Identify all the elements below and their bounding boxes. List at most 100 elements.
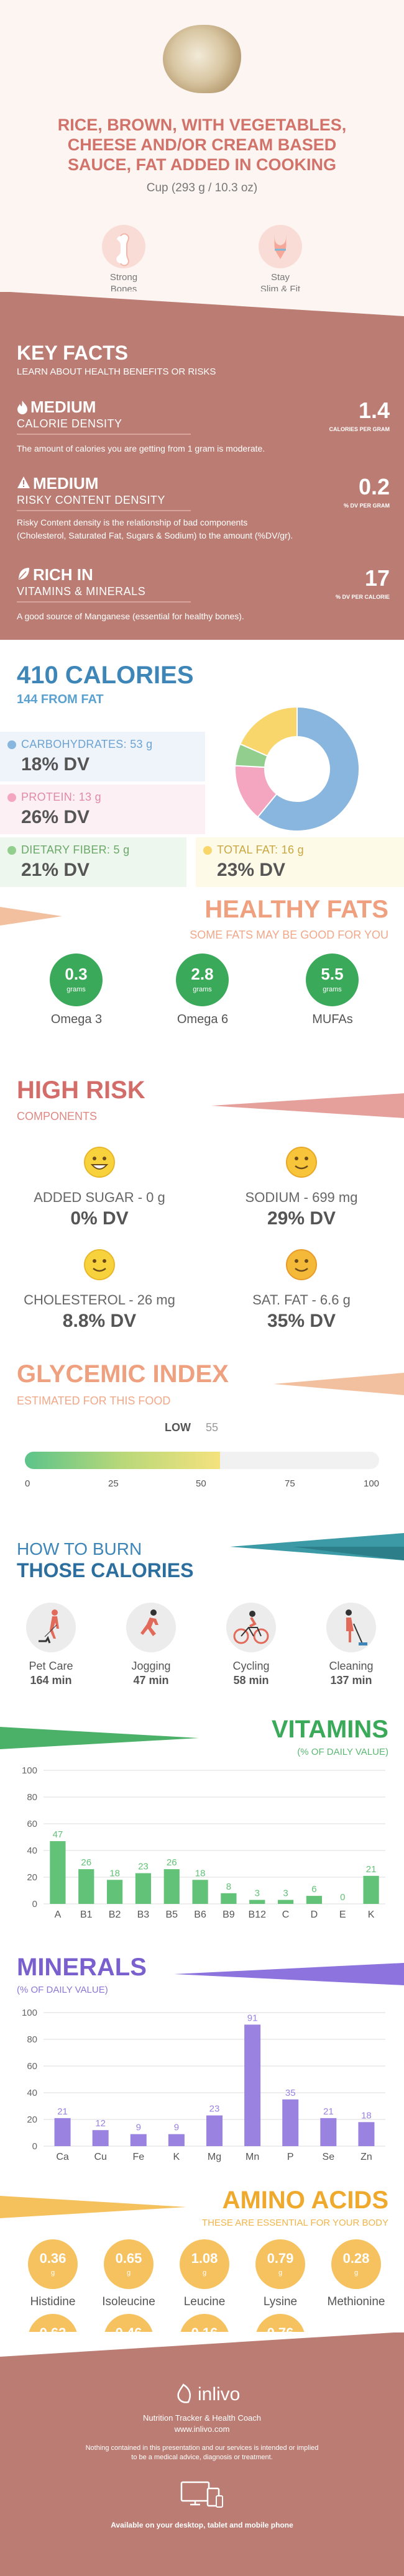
high-risk-subtitle: COMPONENTS (17, 1110, 98, 1122)
description-line: (Cholesterol, Saturated Fat, Sugars & So… (17, 530, 293, 540)
vacuum-cleaning-icon (326, 1603, 376, 1652)
section-ribbon (0, 907, 62, 926)
amino-circle (104, 2239, 154, 2289)
bar-B2 (106, 1880, 123, 1904)
smile-face-icon (286, 1249, 317, 1280)
amino-unit: g (126, 2269, 131, 2277)
glycemic-tick: 50 (196, 1478, 206, 1489)
x-tick-label: K (368, 1909, 375, 1920)
calories-donut-chart (234, 706, 360, 832)
burn-time: 164 min (30, 1674, 72, 1686)
availability-note: Available on your desktop, tablet and mo… (111, 2521, 293, 2529)
amino-circle (331, 2239, 381, 2289)
burn-time: 47 min (133, 1674, 169, 1686)
amino-value: 0.65 (115, 2251, 142, 2266)
vitamins-subtitle: (% OF DAILY VALUE) (297, 1747, 388, 1757)
glycemic-subtitle: ESTIMATED FOR THIS FOOD (17, 1395, 171, 1407)
food-title: RICE, BROWN, WITH VEGETABLES, CHEESE AND… (16, 115, 388, 175)
amino-value: 0.36 (39, 2251, 67, 2266)
bar-Mn (244, 2024, 261, 2146)
section-ribbon (273, 1373, 404, 1395)
bar-value-label: 9 (136, 2123, 141, 2133)
disclaimer-line: Nothing contained in this presentation a… (85, 2444, 319, 2452)
brand-name: inlivo (198, 2384, 241, 2405)
risk-dv: 8.8% DV (62, 1311, 137, 1331)
key-fact-name: VITAMINS & MINERALS (17, 585, 146, 598)
bar-Zn (358, 2122, 375, 2146)
key-fact-value: 1.4 (358, 398, 390, 423)
fat-unit: grams (67, 986, 86, 993)
bar-Mg (206, 2115, 223, 2146)
legend-dot (7, 793, 16, 802)
amino-unit: g (354, 2269, 359, 2277)
amino-unit: g (278, 2269, 283, 2277)
key-fact-tag: MEDIUM (30, 398, 96, 416)
bar-value-label: 6 (311, 1884, 316, 1895)
bone-icon (102, 225, 145, 268)
nutrient-dv: 23% DV (217, 860, 286, 880)
nutrient-dv: 18% DV (21, 754, 90, 775)
burn-time: 58 min (233, 1674, 269, 1686)
burn-title-1: HOW TO BURN (17, 1539, 142, 1559)
glycemic-level: LOW (165, 1421, 191, 1434)
legend-dot (203, 846, 212, 855)
key-fact-unit: % DV PER GRAM (343, 503, 390, 509)
flame-icon (17, 401, 27, 414)
minerals-title: MINERALS (17, 1954, 147, 1981)
burn-label: Pet Care (29, 1660, 73, 1672)
x-tick-label: C (282, 1909, 290, 1920)
inlivo-logo-icon (177, 2383, 191, 2403)
key-fact-unit: CALORIES PER GRAM (329, 426, 390, 432)
amino-value: 1.08 (191, 2251, 218, 2266)
nutrient-label: PROTEIN: 13 g (21, 791, 101, 803)
glycemic-value: 55 (206, 1421, 219, 1434)
calories-title: 410 CALORIES (17, 662, 194, 689)
risk-label: SODIUM - 699 mg (245, 1190, 358, 1205)
key-facts-subtitle: LEARN ABOUT HEALTH BENEFITS OR RISKS (17, 366, 216, 377)
bar-K (363, 1875, 379, 1904)
x-tick-label: B5 (165, 1909, 178, 1920)
key-fact-description: A good source of Manganese (essential fo… (17, 611, 244, 621)
vitamins-title: VITAMINS (271, 1716, 388, 1743)
bar-D (306, 1896, 323, 1904)
nutrient-label: DIETARY FIBER: 5 g (21, 844, 130, 856)
amino-name: Histidine (30, 2295, 76, 2308)
y-tick-label: 80 (27, 2034, 37, 2045)
section-ribbon (174, 1963, 404, 1985)
disclaimer-line: to be a medical advice, diagnosis or tre… (131, 2454, 273, 2461)
burn-label: Jogging (131, 1660, 171, 1672)
bar-value-label: 18 (195, 1868, 206, 1878)
bar-value-label: 9 (174, 2123, 179, 2133)
x-tick-label: Mn (246, 2152, 259, 2162)
amino-name: Isoleucine (102, 2295, 155, 2308)
bar-K (168, 2134, 185, 2146)
high-risk-title: HIGH RISK (17, 1076, 145, 1104)
nutrient-label: CARBOHYDRATES: 53 g (21, 738, 153, 750)
bar-Cu (92, 2130, 109, 2146)
smile-face-icon (286, 1147, 317, 1178)
glycemic-tick: 100 (364, 1478, 380, 1489)
bar-C (277, 1900, 294, 1904)
nutrient-label: TOTAL FAT: 16 g (217, 844, 304, 856)
bar-value-label: 0 (340, 1892, 345, 1903)
nutrient-fiber: DIETARY FIBER: 5 g 21% DV (0, 837, 186, 887)
fat-value: 5.5 (321, 965, 344, 983)
fat-value: 2.8 (191, 965, 214, 983)
amino-unit: g (202, 2269, 207, 2277)
bar-value-label: 23 (209, 2104, 220, 2114)
jogging-icon (126, 1603, 176, 1652)
burn-title-2: THOSE CALORIES (17, 1559, 194, 1582)
fat-circle (176, 953, 229, 1006)
bar-value-label: 18 (361, 2110, 372, 2121)
y-tick-label: 60 (27, 2061, 37, 2072)
amino-value: 0.28 (342, 2251, 370, 2266)
bar-B1 (78, 1869, 94, 1904)
key-fact-description: Risky Content density is the relationshi… (17, 516, 390, 542)
bar-value-label: 26 (81, 1857, 91, 1868)
key-facts-section (0, 291, 404, 640)
nutrient-protein: PROTEIN: 13 g 26% DV (0, 785, 205, 834)
healthy-fats-title: HEALTHY FATS (204, 896, 388, 923)
y-tick-label: 60 (27, 1819, 37, 1829)
benefit-line: Stay (270, 272, 290, 283)
brand-url[interactable]: www.inlivo.com (174, 2424, 230, 2434)
